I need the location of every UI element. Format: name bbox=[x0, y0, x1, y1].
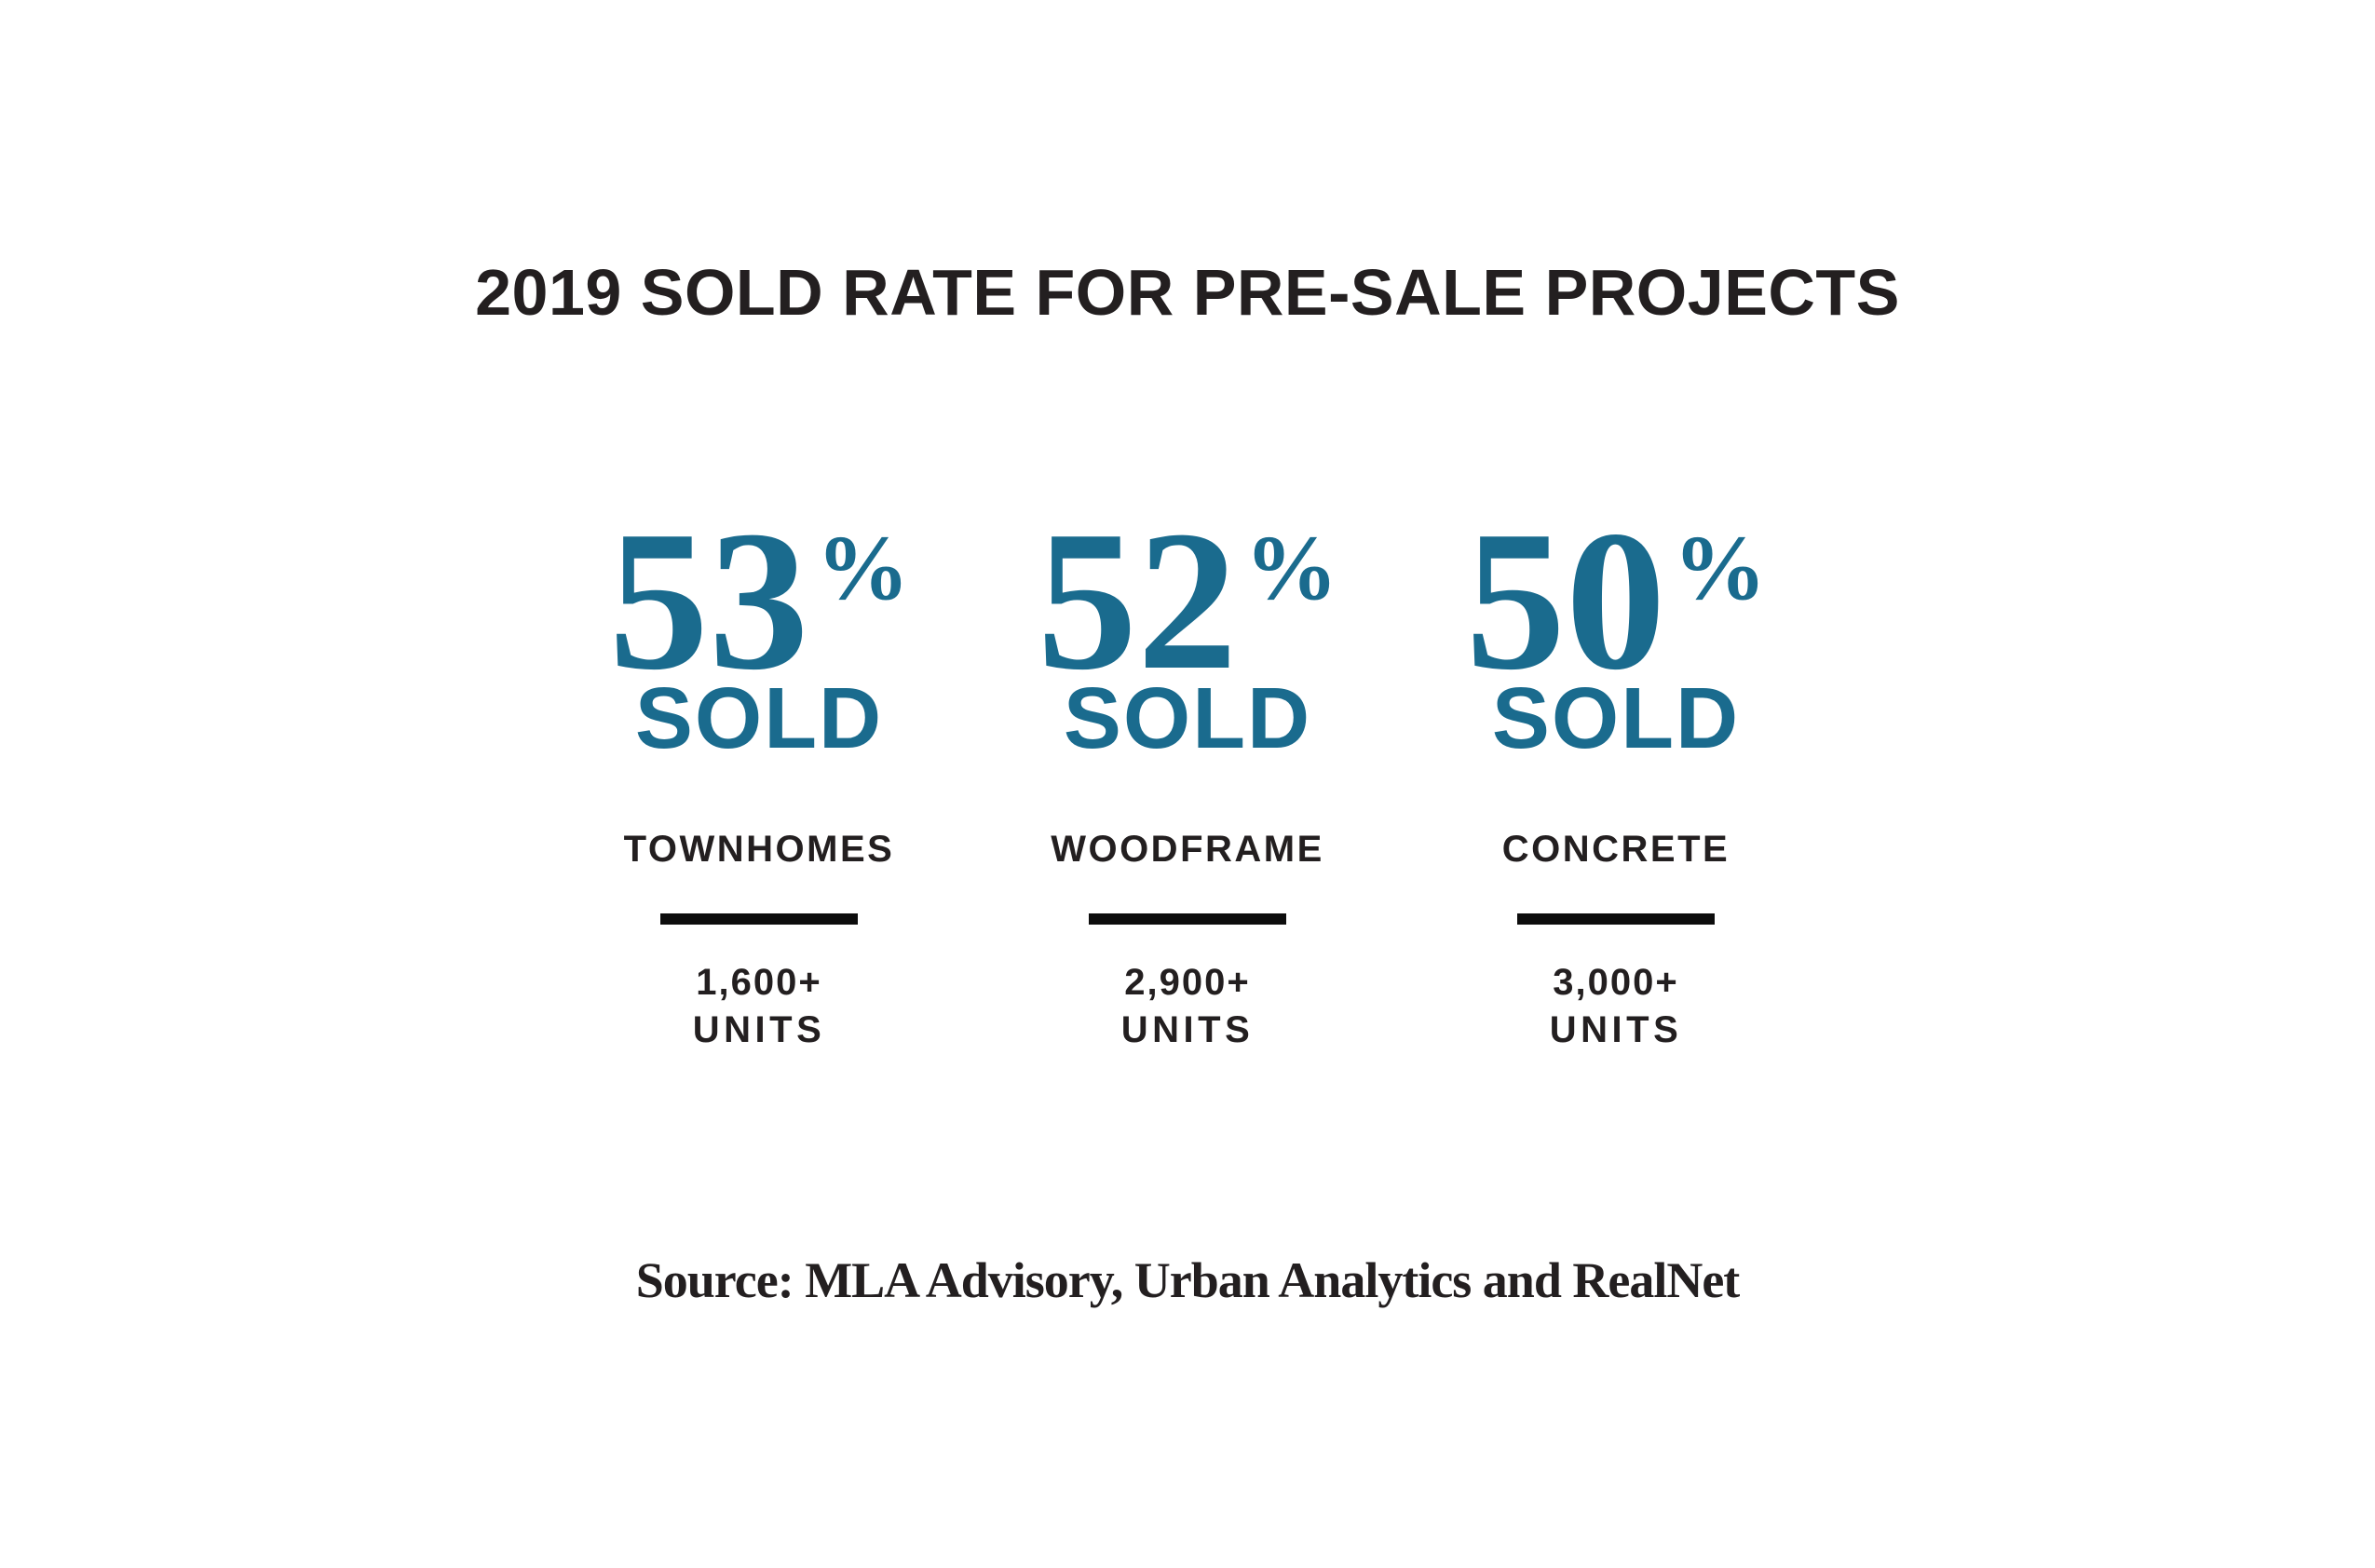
category-label: CONCRETE bbox=[1501, 829, 1730, 870]
units-block: 3,000+ UNITS bbox=[1402, 959, 1830, 1054]
sold-label: SOLD bbox=[1063, 669, 1312, 766]
percent-number: 52 bbox=[1037, 489, 1238, 711]
percent-number: 53 bbox=[608, 489, 809, 711]
units-value: 3,000+ bbox=[1553, 962, 1679, 1003]
percent-sign: % bbox=[1673, 516, 1767, 619]
percent-number: 50 bbox=[1465, 489, 1666, 711]
units-word: UNITS bbox=[692, 1009, 826, 1050]
percent-sign: % bbox=[1244, 516, 1338, 619]
source-note: Source: MLA Advisory, Urban Analytics an… bbox=[635, 1252, 1741, 1308]
units-word: UNITS bbox=[1120, 1009, 1255, 1050]
sold-rate-value: 53% bbox=[545, 500, 973, 700]
stats-row: 53% SOLD TOWNHOMES 1,600+ UNITS 52% SOLD… bbox=[545, 500, 1830, 1054]
units-block: 1,600+ UNITS bbox=[545, 959, 973, 1054]
percent-sign: % bbox=[816, 516, 910, 619]
sold-label: SOLD bbox=[634, 669, 884, 766]
units-value: 2,900+ bbox=[1124, 962, 1251, 1003]
units-block: 2,900+ UNITS bbox=[973, 959, 1402, 1054]
category-label: WOODFRAME bbox=[1051, 829, 1324, 870]
divider-rule bbox=[1089, 913, 1286, 925]
divider-rule bbox=[660, 913, 858, 925]
page-title: 2019 SOLD RATE FOR PRE-SALE PROJECTS bbox=[475, 256, 1900, 329]
stat-card-concrete: 50% SOLD CONCRETE 3,000+ UNITS bbox=[1402, 500, 1830, 1054]
stat-card-townhomes: 53% SOLD TOWNHOMES 1,600+ UNITS bbox=[545, 500, 973, 1054]
divider-rule bbox=[1517, 913, 1715, 925]
units-word: UNITS bbox=[1549, 1009, 1683, 1050]
stat-card-woodframe: 52% SOLD WOODFRAME 2,900+ UNITS bbox=[973, 500, 1402, 1054]
category-label: TOWNHOMES bbox=[623, 829, 895, 870]
sold-rate-value: 52% bbox=[973, 500, 1402, 700]
sold-label: SOLD bbox=[1491, 669, 1741, 766]
units-value: 1,600+ bbox=[696, 962, 822, 1003]
sold-rate-value: 50% bbox=[1402, 500, 1830, 700]
